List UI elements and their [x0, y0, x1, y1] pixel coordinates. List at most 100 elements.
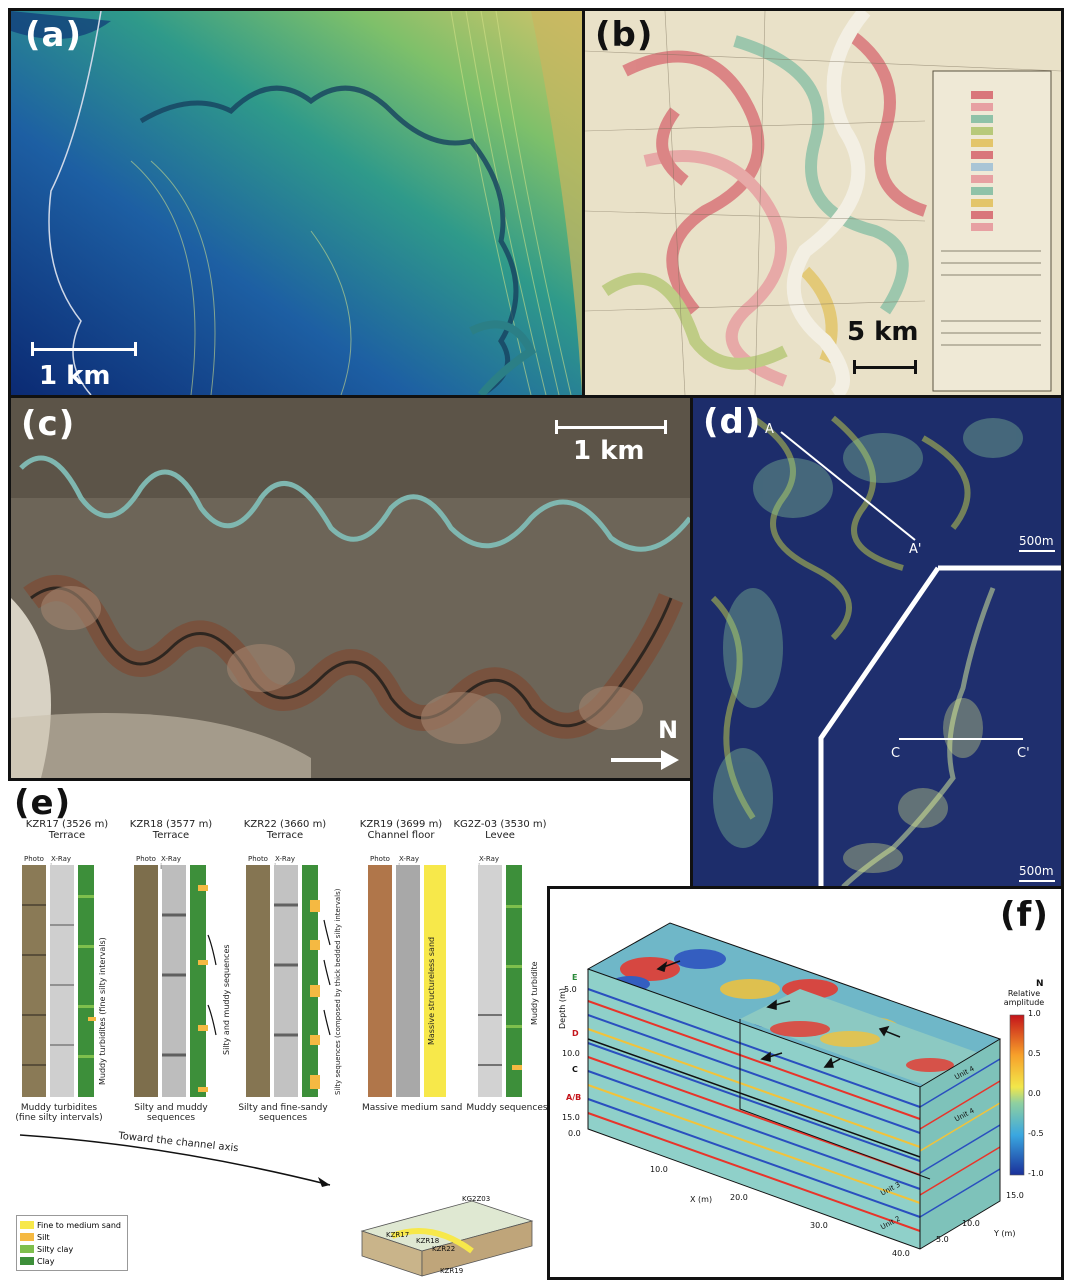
col-photo-label: Photo	[24, 855, 44, 863]
core-name: KZR17 (3526 m)	[25, 819, 109, 830]
panel-b-label: (b)	[595, 15, 654, 55]
caption-kzr22: Silty and fine-sandy sequences	[238, 1103, 328, 1123]
seismic-block-diagram	[586, 922, 1025, 1250]
panel-d-label: (d)	[703, 402, 762, 442]
core-setting: Terrace	[152, 830, 190, 841]
colorbar-tick-0-5: 0.5	[1028, 1049, 1041, 1058]
depth-tick-15: 15.0	[562, 1113, 580, 1122]
seismic-amplitude-image	[693, 398, 1061, 887]
col-photo-label: Photo	[370, 855, 390, 863]
block-label-kzr18: KZR18	[416, 1237, 440, 1245]
block-diagram	[360, 1200, 534, 1277]
legend-item: Fine to medium sand	[20, 1219, 124, 1231]
depth-tick-10: 10.0	[562, 1049, 580, 1058]
core-setting: Levee	[485, 830, 515, 841]
core-columns	[22, 865, 522, 1097]
legend-item: Silt	[20, 1231, 124, 1243]
caption-kzr18: Silty and muddy sequences	[134, 1103, 208, 1123]
core-header-kg2z03: KG2Z-03 (3530 m) Levee	[452, 819, 548, 841]
horizon-ab: A/B	[566, 1093, 582, 1102]
x-tick-20: 20.0	[730, 1193, 748, 1202]
annotation-kzr18: Silty and muddy sequences	[222, 944, 231, 1055]
core-header-kzr18: KZR18 (3577 m) Terrace	[126, 819, 216, 841]
panel-e-core-logs: (e) KZR17 (3526 m) Terrace KZR18 (3577 m…	[0, 783, 552, 1284]
core-name: KZR19 (3699 m)	[359, 819, 443, 830]
horizon-c: C	[572, 1065, 578, 1074]
y-tick-10: 10.0	[962, 1219, 980, 1228]
horizon-d: D	[572, 1029, 579, 1038]
panel-b-meander-map: (b) 5 km	[582, 8, 1064, 398]
scale-bar-b-text: 5 km	[847, 317, 919, 347]
caption-kzr19: Massive medium sand	[362, 1103, 463, 1113]
col-photo-label: Photo	[136, 855, 156, 863]
block-label-kzr17: KZR17	[386, 1231, 410, 1239]
section-a-end-label: A'	[909, 542, 922, 557]
colorbar-tick-0: 0.0	[1028, 1089, 1041, 1098]
colorbar-title: Relative amplitude	[1003, 989, 1045, 1007]
y-axis-label: Y (m)	[994, 1229, 1016, 1238]
panel-c-label: (c)	[21, 404, 76, 444]
scale-bar-c-text: 1 km	[573, 436, 645, 466]
scale-bar-a-text: 1 km	[39, 361, 111, 391]
channel-axis-arrow	[19, 1134, 331, 1187]
historical-map-image	[585, 11, 1061, 395]
panel-a-bathymetry-map: (a) 1 km	[8, 8, 585, 398]
panel-a-label: (a)	[25, 15, 83, 55]
core-header-kzr19: KZR19 (3699 m) Channel floor	[356, 819, 446, 841]
annotation-kzr22: Silty sequences (composed by thick bedde…	[334, 888, 342, 1095]
core-setting: Channel floor	[367, 830, 435, 841]
col-photo-label: Photo	[248, 855, 268, 863]
legend-swatch	[20, 1245, 34, 1253]
origin-tick: 0.0	[568, 1129, 581, 1138]
panel-c-satellite-image: (c) 1 km N	[8, 395, 693, 781]
panel-f-label: (f)	[1000, 895, 1049, 935]
y-tick-15: 15.0	[1006, 1191, 1024, 1200]
legend-swatch	[20, 1233, 34, 1241]
core-setting: Terrace	[266, 830, 304, 841]
core-setting: Terrace	[48, 830, 86, 841]
north-arrow-icon	[611, 750, 679, 770]
x-tick-30: 30.0	[810, 1221, 828, 1230]
colorbar-tick-1: 1.0	[1028, 1009, 1041, 1018]
annotation-kzr17: Muddy turbidites (fine silty intervals)	[98, 937, 107, 1085]
section-c-start-label: C	[891, 746, 901, 761]
depth-tick-5: 5.0	[564, 985, 577, 994]
legend-item: Clay	[20, 1255, 124, 1267]
core-name: KZR22 (3660 m)	[243, 819, 327, 830]
x-tick-40: 40.0	[892, 1249, 910, 1258]
north-label-c: N	[658, 716, 679, 744]
satellite-image	[11, 398, 690, 778]
panel-d-seismic-amplitude-map: (d) A A' C C' 500m 500m	[690, 395, 1064, 890]
x-axis-label: X (m)	[690, 1195, 713, 1204]
x-tick-10: 10.0	[650, 1165, 668, 1174]
core-header-kzr22: KZR22 (3660 m) Terrace	[240, 819, 330, 841]
annotation-kzr19: Massive structureless sand	[427, 936, 436, 1045]
colorbar-tick-neg-0-5: -0.5	[1028, 1129, 1044, 1138]
colorbar-tick-neg-1: -1.0	[1028, 1169, 1044, 1178]
scale-bar-d-bottom-text: 500m	[1019, 864, 1054, 878]
caption-kzr17: Muddy turbidites (fine silty intervals)	[15, 1103, 103, 1123]
scale-bar-d-top-text: 500m	[1019, 534, 1054, 548]
bathymetry-image	[11, 11, 582, 395]
north-label-f: N	[1036, 979, 1044, 989]
block-label-kg2z03: KG2Z03	[462, 1195, 491, 1203]
horizon-e: E	[572, 973, 578, 982]
caption-kg2z03: Muddy sequences	[466, 1103, 548, 1113]
block-label-kzr19: KZR19	[440, 1267, 464, 1275]
core-name: KZR18 (3577 m)	[129, 819, 213, 830]
section-c-end-label: C'	[1017, 746, 1030, 761]
core-name: KG2Z-03 (3530 m)	[453, 819, 547, 830]
legend-item: Silty clay	[20, 1243, 124, 1255]
core-header-kzr17: KZR17 (3526 m) Terrace	[22, 819, 112, 841]
sediment-legend: Fine to medium sand Silt Silty clay Clay	[16, 1215, 128, 1271]
legend-swatch	[20, 1221, 34, 1229]
colorbar	[1009, 1014, 1025, 1176]
panel-f-3d-seismic-block: (f)	[547, 886, 1064, 1280]
block-label-kzr22: KZR22	[432, 1245, 456, 1253]
depth-axis-label: Depth (m)	[558, 988, 567, 1029]
legend-swatch	[20, 1257, 34, 1265]
section-a-start-label: A	[765, 422, 774, 437]
panel-e-label: (e)	[14, 783, 72, 823]
annotation-kg2z03: Muddy turbidite	[530, 961, 539, 1025]
y-tick-5: 5.0	[936, 1235, 949, 1244]
